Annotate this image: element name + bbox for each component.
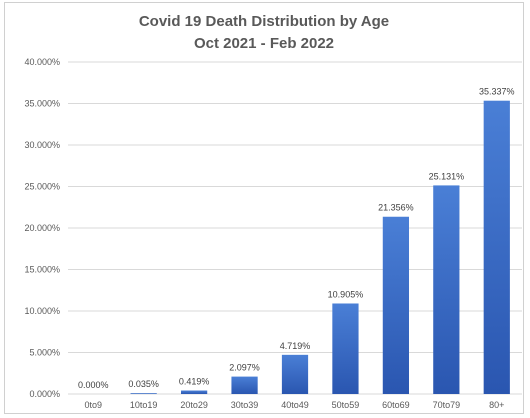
x-tick-label: 70to79	[433, 400, 461, 410]
data-label-80+: 35.337%	[479, 87, 515, 97]
y-tick-label: 20.000%	[24, 223, 60, 233]
x-tick-label: 30to39	[231, 400, 259, 410]
bar-20to29	[180, 390, 208, 394]
chart-subtitle: Oct 2021 - Feb 2022	[194, 35, 334, 52]
bar-10to19	[130, 393, 157, 394]
data-label-10to19: 0.035%	[128, 379, 159, 389]
x-tick-label: 10to19	[130, 400, 158, 410]
data-label-0to9: 0.000%	[78, 380, 109, 390]
data-label-50to59: 10.905%	[328, 289, 364, 299]
bar-70to79	[433, 185, 460, 394]
data-label-70to79: 25.131%	[429, 171, 465, 181]
y-tick-label: 15.000%	[24, 265, 60, 275]
chart-title: Covid 19 Death Distribution by Age	[139, 13, 389, 30]
bar-60to69	[382, 216, 410, 394]
y-tick-label: 0.000%	[29, 389, 60, 399]
y-tick-label: 5.000%	[29, 348, 60, 358]
bar-50to59	[332, 303, 359, 394]
y-tick-label: 30.000%	[24, 140, 60, 150]
x-tick-label: 40to49	[281, 400, 309, 410]
x-tick-label: 60to69	[382, 400, 410, 410]
x-tick-label: 0to9	[84, 400, 102, 410]
y-axis-ticks: 0.000% 5.000% 10.000% 15.000% 20.000% 25.000%…	[24, 57, 60, 399]
x-tick-label: 80+	[489, 400, 504, 410]
bar-40to49	[281, 354, 309, 394]
data-label-60to69: 21.356%	[378, 203, 414, 213]
y-tick-label: 40.000%	[24, 57, 60, 67]
y-tick-label: 25.000%	[24, 182, 60, 192]
x-tick-label: 20to29	[180, 400, 208, 410]
data-label-20to29: 0.419%	[179, 377, 210, 387]
data-label-40to49: 4.719%	[280, 341, 311, 351]
bar-80+	[483, 100, 510, 395]
data-labels: 0.000% 0.035% 0.419% 2.097% 4.719% 10.905% 21.…	[78, 87, 515, 390]
x-axis-ticks: 0to9 10to19 20to29 30to39 40to49 50to59 60to69…	[84, 400, 504, 410]
bars	[130, 100, 510, 395]
y-tick-label: 35.000%	[24, 99, 60, 109]
y-tick-label: 10.000%	[24, 306, 60, 316]
data-label-30to39: 2.097%	[229, 363, 260, 373]
x-tick-label: 50to59	[332, 400, 360, 410]
bar-30to39	[231, 376, 258, 394]
